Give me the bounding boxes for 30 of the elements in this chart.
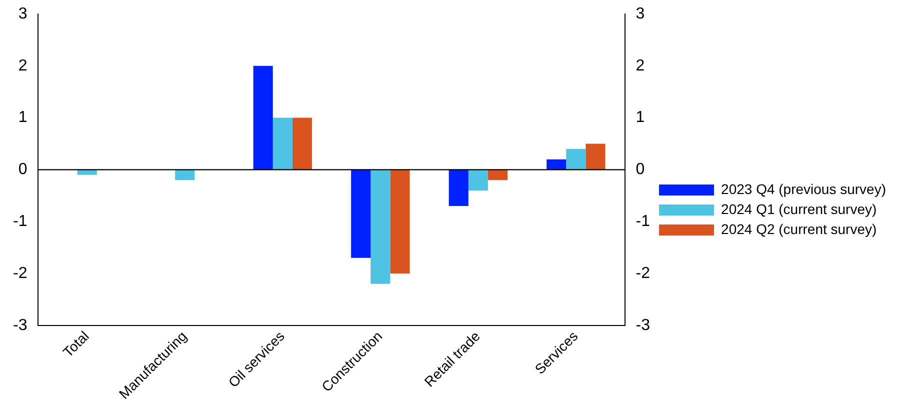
y2-tick-label: -1 [636, 213, 650, 230]
bar [272, 118, 292, 170]
bar [566, 148, 586, 170]
bar [448, 170, 468, 206]
legend-label: 2024 Q2 (current survey) [721, 220, 877, 237]
bar [468, 170, 488, 190]
y2-tick-label: 3 [636, 5, 645, 22]
y2-tick-label: 2 [636, 57, 645, 74]
y-tick-label: 2 [18, 57, 28, 74]
y2-tick-label: 0 [636, 161, 645, 178]
bar [253, 66, 273, 170]
legend-label: 2023 Q4 (previous survey) [721, 180, 886, 197]
bar [175, 170, 195, 180]
y-tick-label: 3 [18, 5, 28, 22]
y2-tick-label: -2 [636, 264, 650, 282]
y-tick-label: 1 [18, 109, 28, 126]
y-tick-label: -3 [12, 316, 28, 334]
y-tick-label: -1 [12, 213, 28, 230]
bar [488, 170, 508, 180]
bar [292, 118, 312, 170]
bar [390, 170, 410, 274]
bar [546, 159, 566, 170]
y2-tick-label: 1 [636, 109, 645, 126]
legend-label: 2024 Q1 (current survey) [721, 200, 877, 217]
y2-tick-label: -3 [636, 316, 650, 334]
bar [351, 170, 371, 258]
bar [586, 144, 606, 170]
y-tick-label: -2 [12, 264, 28, 282]
y-tick-label: 0 [18, 161, 28, 178]
bar [370, 170, 390, 284]
